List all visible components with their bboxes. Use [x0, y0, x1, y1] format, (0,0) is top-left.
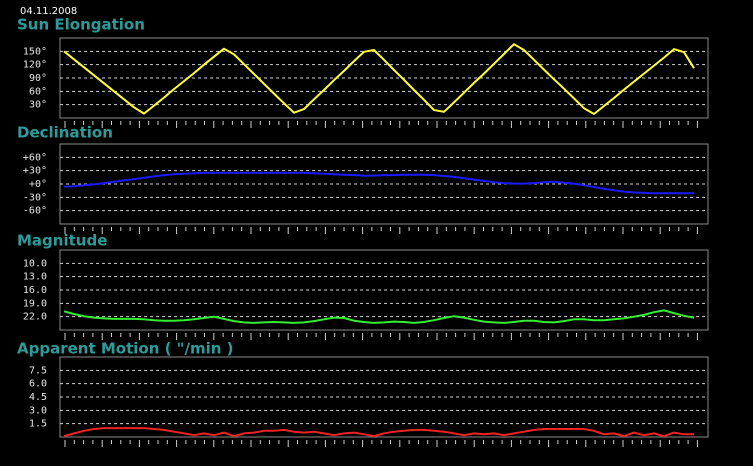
y-tick-label: 3.0 [29, 405, 47, 416]
panel-title: Apparent Motion ( "/min ) [17, 340, 234, 358]
y-tick-label: 90° [29, 73, 47, 84]
date-label: 04.11.2008 [20, 6, 77, 17]
panel-title: Sun Elongation [17, 16, 145, 34]
y-tick-label: 16.0 [23, 285, 47, 296]
y-tick-label: +0° [29, 179, 47, 190]
panel-title: Declination [17, 124, 113, 142]
y-tick-label: 22.0 [23, 312, 47, 323]
y-tick-label: 30° [29, 100, 47, 111]
y-tick-label: 4.5 [29, 392, 47, 403]
y-tick-label: 10.0 [23, 258, 47, 269]
data-line [63, 309, 695, 324]
y-tick-label: 13.0 [23, 272, 47, 283]
y-tick-label: 150° [23, 46, 47, 57]
y-tick-label: +30° [23, 166, 47, 177]
y-tick-label: -30° [23, 192, 47, 203]
y-tick-label: +60° [23, 152, 47, 163]
y-tick-label: -60° [23, 206, 47, 217]
data-line [63, 427, 694, 438]
y-tick-label: 6.0 [29, 379, 47, 390]
data-line [63, 43, 695, 115]
y-tick-label: 7.5 [29, 365, 47, 376]
y-tick-label: 120° [23, 60, 47, 71]
panel-title: Magnitude [17, 232, 107, 250]
y-tick-label: 19.0 [23, 298, 47, 309]
y-tick-label: 1.5 [29, 419, 47, 430]
y-tick-label: 60° [29, 86, 47, 97]
data-line [63, 171, 694, 195]
